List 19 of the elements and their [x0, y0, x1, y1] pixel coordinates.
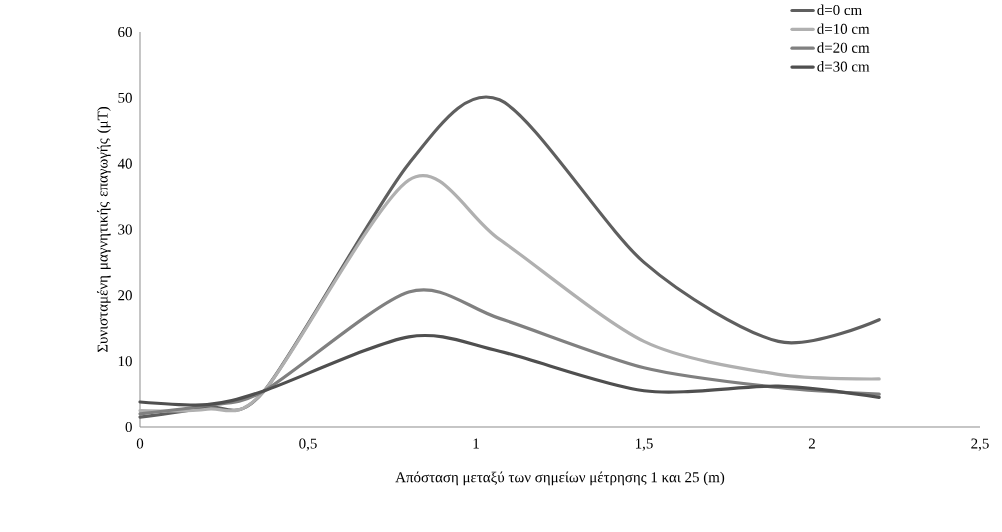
legend-label: d=10 cm [817, 23, 870, 34]
y-tick-label: 40 [117, 158, 132, 169]
x-tick-label: 1 [473, 438, 479, 449]
x-tick-label: 0,5 [299, 438, 317, 451]
y-axis-title: Συνισταμένη μαγνητικής επαγωγής (μT) [96, 106, 111, 353]
y-tick-label: 50 [118, 92, 132, 103]
x-tick-label: 0 [136, 438, 144, 449]
legend-label: d=20 cm [817, 42, 870, 53]
x-tick-label: 2 [808, 438, 815, 449]
x-axis-title: Απόσταση μεταξύ των σημείων μέτρησης 1 και 25 (m) [395, 471, 725, 486]
x-tick-label: 1,5 [635, 438, 653, 451]
x-tick-label: 2,5 [971, 438, 989, 451]
legend-label: d=30 cm [817, 61, 870, 72]
y-tick-label: 20 [118, 290, 132, 301]
y-tick-label: 30 [118, 224, 132, 235]
y-tick-label: 60 [118, 26, 132, 38]
legend-label: d=0 cm [817, 4, 862, 16]
y-tick-label: 10 [118, 356, 132, 367]
y-tick-label: 0 [125, 421, 132, 433]
